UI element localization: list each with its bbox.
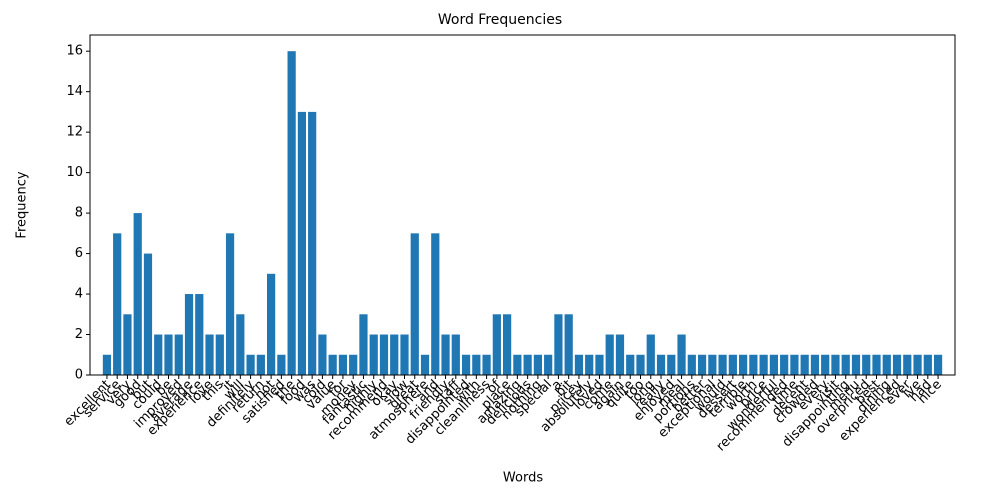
bar xyxy=(164,334,173,375)
bar xyxy=(267,273,276,375)
bar xyxy=(277,354,286,375)
bar xyxy=(318,334,327,375)
bar xyxy=(123,314,132,375)
bar xyxy=(554,314,563,375)
bar xyxy=(431,233,440,375)
y-tick-label: 8 xyxy=(75,206,83,221)
bar xyxy=(903,354,912,375)
bar xyxy=(297,111,306,376)
bar xyxy=(923,354,932,375)
bar xyxy=(759,354,768,375)
bar xyxy=(133,213,142,375)
bar xyxy=(492,314,501,375)
y-tick-label: 14 xyxy=(66,84,83,99)
bar xyxy=(195,294,204,375)
y-tick-label: 6 xyxy=(75,246,83,261)
bar xyxy=(102,354,112,375)
bar xyxy=(205,334,214,375)
bar xyxy=(379,334,389,375)
y-tick-label: 2 xyxy=(75,327,83,342)
bar xyxy=(708,354,717,375)
bar xyxy=(851,354,861,375)
y-tick-label: 4 xyxy=(75,287,83,302)
bar xyxy=(482,354,491,375)
bar xyxy=(687,354,696,375)
bar xyxy=(451,334,460,375)
bar xyxy=(513,354,522,375)
chart-title: Word Frequencies xyxy=(438,12,562,28)
bar xyxy=(780,354,789,375)
bar xyxy=(790,354,799,375)
bar xyxy=(143,253,153,375)
bar xyxy=(503,314,512,375)
bar xyxy=(585,354,594,375)
y-tick-label: 12 xyxy=(66,125,83,140)
bar xyxy=(256,354,265,375)
bar xyxy=(646,334,655,375)
bar xyxy=(533,354,542,375)
bar xyxy=(933,354,943,375)
bar xyxy=(154,334,163,375)
bar xyxy=(113,233,122,375)
bar xyxy=(831,354,840,375)
bar xyxy=(892,354,902,375)
bar xyxy=(728,354,737,375)
bar xyxy=(420,354,430,375)
y-tick-label: 0 xyxy=(75,368,83,383)
bar xyxy=(287,51,296,375)
bar xyxy=(636,354,645,375)
bar xyxy=(913,354,922,375)
bar xyxy=(739,354,748,375)
bar xyxy=(461,354,471,375)
bar xyxy=(400,334,409,375)
bar xyxy=(225,233,235,375)
bar xyxy=(605,334,614,375)
y-tick-label: 10 xyxy=(66,165,83,180)
bar xyxy=(626,354,635,375)
bar xyxy=(800,354,809,375)
bar xyxy=(246,354,255,375)
bar xyxy=(697,354,707,375)
bar xyxy=(882,354,891,375)
plot-frame xyxy=(89,34,956,376)
bar xyxy=(841,354,850,375)
bar xyxy=(769,354,778,375)
bar xyxy=(441,334,450,375)
bar xyxy=(718,354,727,375)
bar xyxy=(574,354,584,375)
bar xyxy=(656,354,666,375)
bar xyxy=(677,334,686,375)
bar xyxy=(236,314,245,375)
y-tick-label: 16 xyxy=(66,44,83,59)
bar xyxy=(174,334,183,375)
bar xyxy=(810,354,820,375)
bar xyxy=(667,354,676,375)
bar xyxy=(369,334,378,375)
y-axis-label: Frequency xyxy=(15,171,30,238)
bar xyxy=(308,111,317,376)
bar xyxy=(862,354,871,375)
bar xyxy=(349,354,358,375)
bar xyxy=(564,314,573,375)
bar xyxy=(523,354,532,375)
x-axis-label: Words xyxy=(503,471,543,486)
bar xyxy=(410,233,419,375)
bar xyxy=(615,334,625,375)
bar xyxy=(472,354,481,375)
bar xyxy=(749,354,758,375)
bar xyxy=(544,354,553,375)
bar xyxy=(338,354,348,375)
bar xyxy=(595,354,604,375)
bar xyxy=(184,294,194,375)
bar xyxy=(215,334,224,375)
bar xyxy=(328,354,337,375)
bar xyxy=(390,334,399,375)
bar xyxy=(872,354,881,375)
bar xyxy=(359,314,368,375)
bar xyxy=(821,354,830,375)
